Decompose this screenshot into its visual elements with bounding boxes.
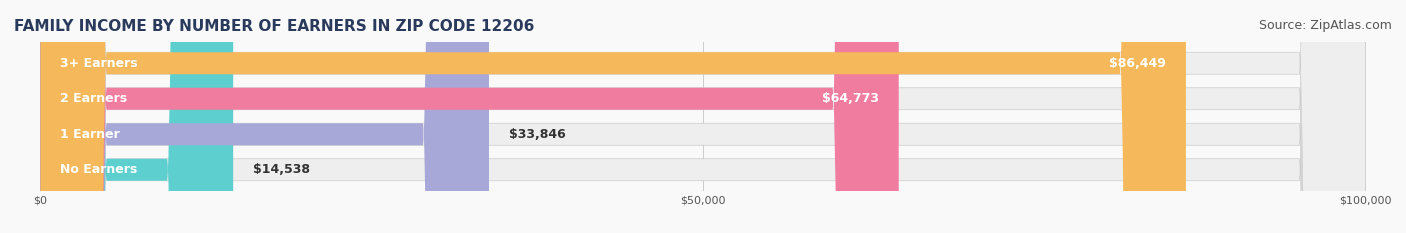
FancyBboxPatch shape <box>41 0 1185 233</box>
FancyBboxPatch shape <box>41 0 1365 233</box>
Text: $33,846: $33,846 <box>509 128 565 141</box>
FancyBboxPatch shape <box>41 0 1365 233</box>
FancyBboxPatch shape <box>41 0 489 233</box>
Text: $14,538: $14,538 <box>253 163 311 176</box>
Text: 2 Earners: 2 Earners <box>60 92 128 105</box>
Text: 3+ Earners: 3+ Earners <box>60 57 138 70</box>
Text: $64,773: $64,773 <box>823 92 879 105</box>
Text: Source: ZipAtlas.com: Source: ZipAtlas.com <box>1258 19 1392 32</box>
Text: FAMILY INCOME BY NUMBER OF EARNERS IN ZIP CODE 12206: FAMILY INCOME BY NUMBER OF EARNERS IN ZI… <box>14 19 534 34</box>
FancyBboxPatch shape <box>41 0 898 233</box>
Text: $86,449: $86,449 <box>1109 57 1166 70</box>
FancyBboxPatch shape <box>41 0 233 233</box>
FancyBboxPatch shape <box>41 0 1365 233</box>
FancyBboxPatch shape <box>41 0 1365 233</box>
Text: No Earners: No Earners <box>60 163 138 176</box>
Text: 1 Earner: 1 Earner <box>60 128 120 141</box>
